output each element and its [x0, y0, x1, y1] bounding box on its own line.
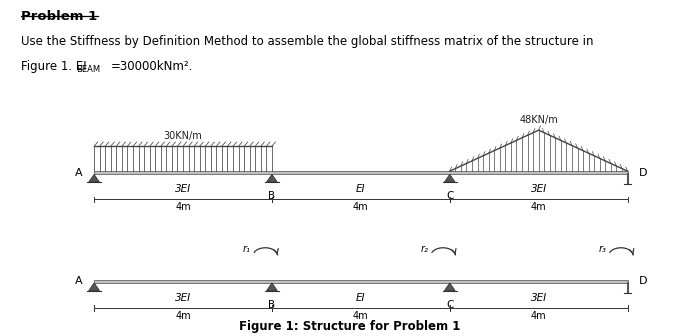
- Text: 3EI: 3EI: [531, 293, 547, 303]
- Text: 3EI: 3EI: [175, 293, 191, 303]
- Text: r₃: r₃: [598, 244, 606, 254]
- Text: 4m: 4m: [531, 202, 547, 212]
- Text: 3EI: 3EI: [531, 184, 547, 194]
- Polygon shape: [444, 174, 455, 182]
- Bar: [94, 280, 627, 283]
- Text: Use the Stiffness by Definition Method to assemble the global stiffness matrix o: Use the Stiffness by Definition Method t…: [21, 35, 594, 48]
- Text: r₂: r₂: [421, 244, 428, 254]
- Text: =30000kNm².: =30000kNm².: [111, 60, 193, 73]
- Text: EI: EI: [356, 293, 365, 303]
- Text: Figure 1: Structure for Problem 1: Figure 1: Structure for Problem 1: [239, 320, 461, 333]
- Polygon shape: [444, 283, 455, 291]
- Text: 4m: 4m: [353, 311, 369, 321]
- Text: 3EI: 3EI: [175, 184, 191, 194]
- Text: r₁: r₁: [243, 244, 251, 254]
- Text: A: A: [75, 276, 83, 286]
- Text: B: B: [268, 300, 276, 310]
- Text: Problem 1: Problem 1: [21, 10, 97, 23]
- Text: 4m: 4m: [353, 202, 369, 212]
- Text: D: D: [638, 276, 648, 286]
- Text: BEAM: BEAM: [76, 65, 100, 74]
- Text: 4m: 4m: [531, 311, 547, 321]
- Polygon shape: [89, 283, 99, 291]
- Text: C: C: [446, 191, 454, 201]
- Text: A: A: [75, 168, 83, 178]
- Text: EI: EI: [356, 184, 365, 194]
- Text: 30KN/m: 30KN/m: [164, 131, 202, 141]
- Text: C: C: [446, 300, 454, 310]
- Polygon shape: [89, 174, 99, 182]
- Bar: [94, 171, 627, 174]
- Polygon shape: [267, 283, 277, 291]
- Text: D: D: [638, 168, 648, 178]
- Text: 4m: 4m: [175, 311, 191, 321]
- Text: 48KN/m: 48KN/m: [519, 115, 558, 125]
- Text: Figure 1. EI: Figure 1. EI: [21, 60, 87, 73]
- Polygon shape: [267, 174, 277, 182]
- Text: 4m: 4m: [175, 202, 191, 212]
- Text: B: B: [268, 191, 276, 201]
